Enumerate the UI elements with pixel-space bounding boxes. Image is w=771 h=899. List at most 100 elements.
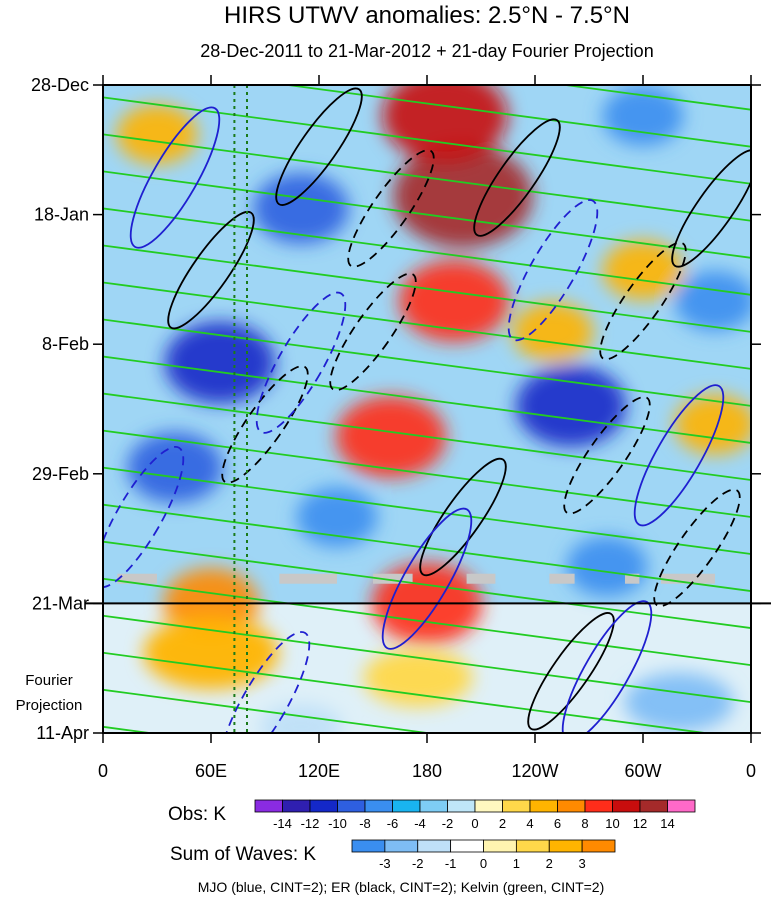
mjo-contour-7 bbox=[103, 445, 185, 589]
anomaly-feature-7 bbox=[512, 301, 594, 362]
y-tick-label-0: 28-Dec bbox=[31, 75, 89, 95]
kelvin-contour-10 bbox=[103, 392, 751, 481]
x-tick-label-6: 0 bbox=[746, 761, 756, 781]
anomaly-feature-10 bbox=[253, 173, 349, 244]
obs-colorbar-box-2 bbox=[309, 799, 338, 813]
obs-colorbar-box-6 bbox=[419, 799, 448, 813]
er-contour-8 bbox=[527, 612, 615, 731]
obs-colorbar-tick-2: -10 bbox=[328, 816, 347, 831]
y-tick-label-1: 18-Jan bbox=[34, 205, 89, 225]
obs-colorbar-tick-0: -14 bbox=[273, 816, 292, 831]
chart-title: HIRS UTWV anomalies: 2.5°N - 7.5°N bbox=[224, 2, 630, 29]
obs-colorbar-box-5 bbox=[392, 799, 421, 813]
anomaly-feature-14 bbox=[602, 85, 684, 146]
obs-colorbar-tick-9: 4 bbox=[526, 816, 533, 831]
obs-colorbar-box-12 bbox=[584, 799, 613, 813]
mjo-contours bbox=[103, 106, 725, 733]
kelvin-contour-16 bbox=[103, 614, 751, 704]
waves-colorbar-box-1 bbox=[384, 839, 419, 853]
er-contours bbox=[167, 87, 751, 731]
waves-colorbar-tick-0: -3 bbox=[379, 856, 391, 871]
kelvin-contour-2 bbox=[103, 96, 751, 185]
waves-colorbar-box-7 bbox=[581, 839, 616, 853]
obs-colorbar-tick-8: 2 bbox=[499, 816, 506, 831]
waves-colorbar-box-6 bbox=[548, 839, 583, 853]
y-tick-label-3: 29-Feb bbox=[32, 464, 89, 484]
mjo-contour-5 bbox=[219, 631, 311, 733]
obs-colorbar-tick-14: 14 bbox=[660, 816, 674, 831]
missing-data-segment-0 bbox=[117, 573, 157, 584]
obs-colorbar-tick-5: -4 bbox=[414, 816, 426, 831]
anomaly-feature-13 bbox=[127, 432, 223, 503]
obs-anomaly-field bbox=[116, 85, 751, 645]
kelvin-contour-14 bbox=[103, 540, 751, 629]
anomaly-feature-15 bbox=[296, 487, 378, 547]
missing-data-segment-4 bbox=[549, 573, 575, 584]
obs-colorbar-tick-13: 12 bbox=[633, 816, 647, 831]
kelvin-contours bbox=[103, 85, 751, 733]
er-contour-0 bbox=[275, 87, 363, 206]
x-tick-label-2: 120E bbox=[298, 761, 340, 781]
obs-colorbar-tick-4: -6 bbox=[387, 816, 399, 831]
x-tick-label-5: 60W bbox=[624, 761, 661, 781]
waves-colorbar-tick-3: 0 bbox=[480, 856, 487, 871]
obs-colorbar-box-7 bbox=[447, 799, 476, 813]
obs-colorbar-tick-11: 8 bbox=[581, 816, 588, 831]
kelvin-contour-6 bbox=[103, 244, 751, 333]
kelvin-contour-17 bbox=[103, 651, 712, 733]
kelvin-contour-15 bbox=[103, 577, 751, 667]
missing-data-segment-5 bbox=[625, 573, 640, 584]
obs-colorbar-box-4 bbox=[364, 799, 393, 813]
er-contour-10 bbox=[167, 210, 255, 330]
kelvin-contour-4 bbox=[103, 170, 751, 259]
kelvin-contour-11 bbox=[103, 429, 751, 518]
er-contour-3 bbox=[599, 241, 687, 361]
obs-colorbar-box-13 bbox=[612, 799, 641, 813]
anomaly-feature-3 bbox=[335, 395, 447, 478]
x-axis: 0 60E 120E 180 120W 60W 0 bbox=[98, 75, 756, 781]
mjo-contour-6 bbox=[561, 600, 653, 733]
chart-subtitle: 28-Dec-2011 to 21-Mar-2012 + 21-day Four… bbox=[200, 41, 653, 61]
obs-colorbar-label: Obs: K bbox=[168, 804, 226, 825]
mjo-contour-3 bbox=[507, 199, 599, 342]
er-contour-1 bbox=[347, 149, 435, 268]
missing-data-segment-3 bbox=[466, 573, 496, 584]
obs-colorbar-box-1 bbox=[282, 799, 311, 813]
mjo-contour-2 bbox=[381, 507, 473, 650]
er-contour-2 bbox=[473, 118, 561, 237]
obs-colorbar-box-14 bbox=[639, 799, 668, 813]
y-tick-label-4: 21-Mar bbox=[32, 593, 89, 613]
projection-feature-1 bbox=[363, 648, 473, 707]
obs-colorbar-box-8 bbox=[474, 799, 503, 813]
obs-colorbar-tick-7: 0 bbox=[471, 816, 478, 831]
waves-colorbar-box-0 bbox=[351, 839, 386, 853]
mjo-contour-0 bbox=[129, 106, 221, 249]
obs-colorbar-box-9 bbox=[502, 799, 531, 813]
kelvin-contour-3 bbox=[103, 133, 751, 222]
waves-colorbar-box-5 bbox=[515, 839, 550, 853]
missing-data-segment-1 bbox=[279, 573, 337, 584]
waves-colorbar-tick-5: 2 bbox=[546, 856, 553, 871]
x-tick-label-1: 60E bbox=[195, 761, 227, 781]
y-axis: 28-Dec 18-Jan 8-Feb 29-Feb 21-Mar 11-Apr bbox=[31, 75, 761, 743]
anomaly-feature-1 bbox=[382, 85, 508, 163]
projection-label-line1: Fourier bbox=[25, 672, 73, 689]
kelvin-contour-12 bbox=[103, 466, 751, 555]
kelvin-contour-0 bbox=[559, 85, 751, 111]
anomaly-feature-6 bbox=[116, 104, 198, 165]
anomaly-feature-8 bbox=[602, 240, 684, 301]
er-contour-4 bbox=[671, 149, 751, 268]
obs-colorbar-tick-1: -12 bbox=[301, 816, 320, 831]
er-contour-11 bbox=[221, 365, 309, 484]
waves-colorbar-tick-2: -1 bbox=[445, 856, 457, 871]
obs-colorbar: -14 -12 -10 -8 -6 -4 -2 0 2 4 6 8 10 12 14 bbox=[254, 799, 696, 831]
waves-colorbar-box-3 bbox=[450, 839, 484, 853]
anomaly-feature-11 bbox=[164, 321, 276, 404]
waves-colorbar-tick-4: 1 bbox=[513, 856, 520, 871]
projection-feature-3 bbox=[259, 704, 343, 733]
er-contour-9 bbox=[653, 488, 741, 608]
legend-note: MJO (blue, CINT=2); ER (black, CINT=2); … bbox=[198, 879, 605, 895]
missing-data-segment-2 bbox=[373, 573, 413, 584]
projection-feature-0 bbox=[143, 616, 279, 690]
